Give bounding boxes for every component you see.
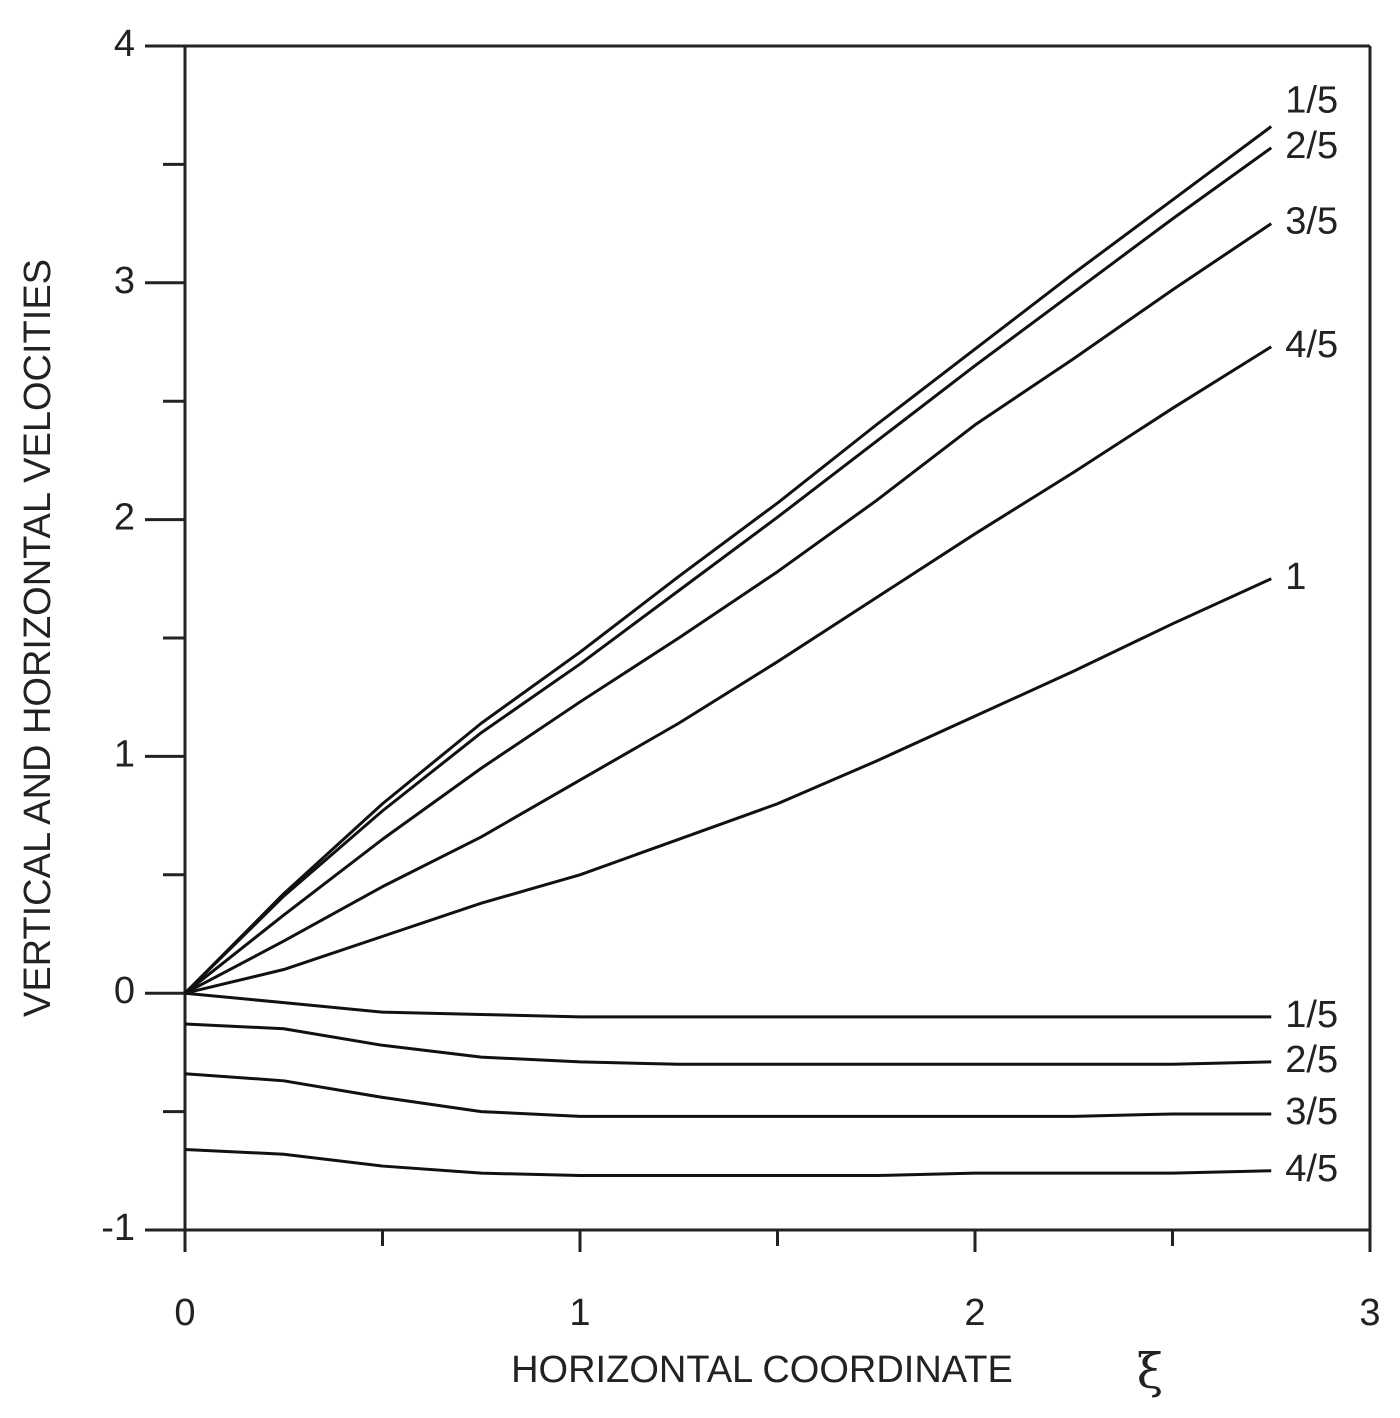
series-label: 1/5 xyxy=(1285,994,1338,1036)
x-tick-label: 0 xyxy=(174,1292,195,1334)
y-tick-label: 0 xyxy=(114,970,135,1012)
series-line xyxy=(183,125,1273,995)
x-tick-label: 2 xyxy=(964,1292,985,1334)
x-tick-label: 3 xyxy=(1359,1292,1380,1334)
series-line xyxy=(184,991,1272,1019)
series-label: 2/5 xyxy=(1285,1039,1338,1081)
y-tick-label: 1 xyxy=(114,733,135,775)
series-label: 2/5 xyxy=(1285,125,1338,167)
series-line xyxy=(184,222,1273,995)
y-tick-label: 2 xyxy=(114,497,135,539)
series-label: 3/5 xyxy=(1285,1091,1338,1133)
series-line xyxy=(184,577,1272,995)
series-label: 4/5 xyxy=(1285,1148,1338,1190)
series-line xyxy=(184,345,1273,995)
x-axis-symbol: ξ xyxy=(1137,1344,1163,1400)
x-tick-label: 1 xyxy=(569,1292,590,1334)
series-line xyxy=(184,1022,1272,1066)
y-tick-label: 3 xyxy=(114,260,135,302)
y-tick-label: 4 xyxy=(114,23,135,65)
series-line xyxy=(183,146,1273,995)
y-axis-title: VERTICAL AND HORIZONTAL VELOCITIES xyxy=(17,259,59,1017)
series-label: 4/5 xyxy=(1285,324,1338,366)
series-line xyxy=(184,1147,1272,1178)
series-label: 3/5 xyxy=(1285,201,1338,243)
x-axis-title: HORIZONTAL COORDINATE xyxy=(511,1349,1013,1391)
series-label: 1/5 xyxy=(1285,80,1338,122)
series-line xyxy=(184,1072,1272,1118)
y-tick-label: -1 xyxy=(101,1207,135,1249)
series-label: 1 xyxy=(1285,556,1306,598)
